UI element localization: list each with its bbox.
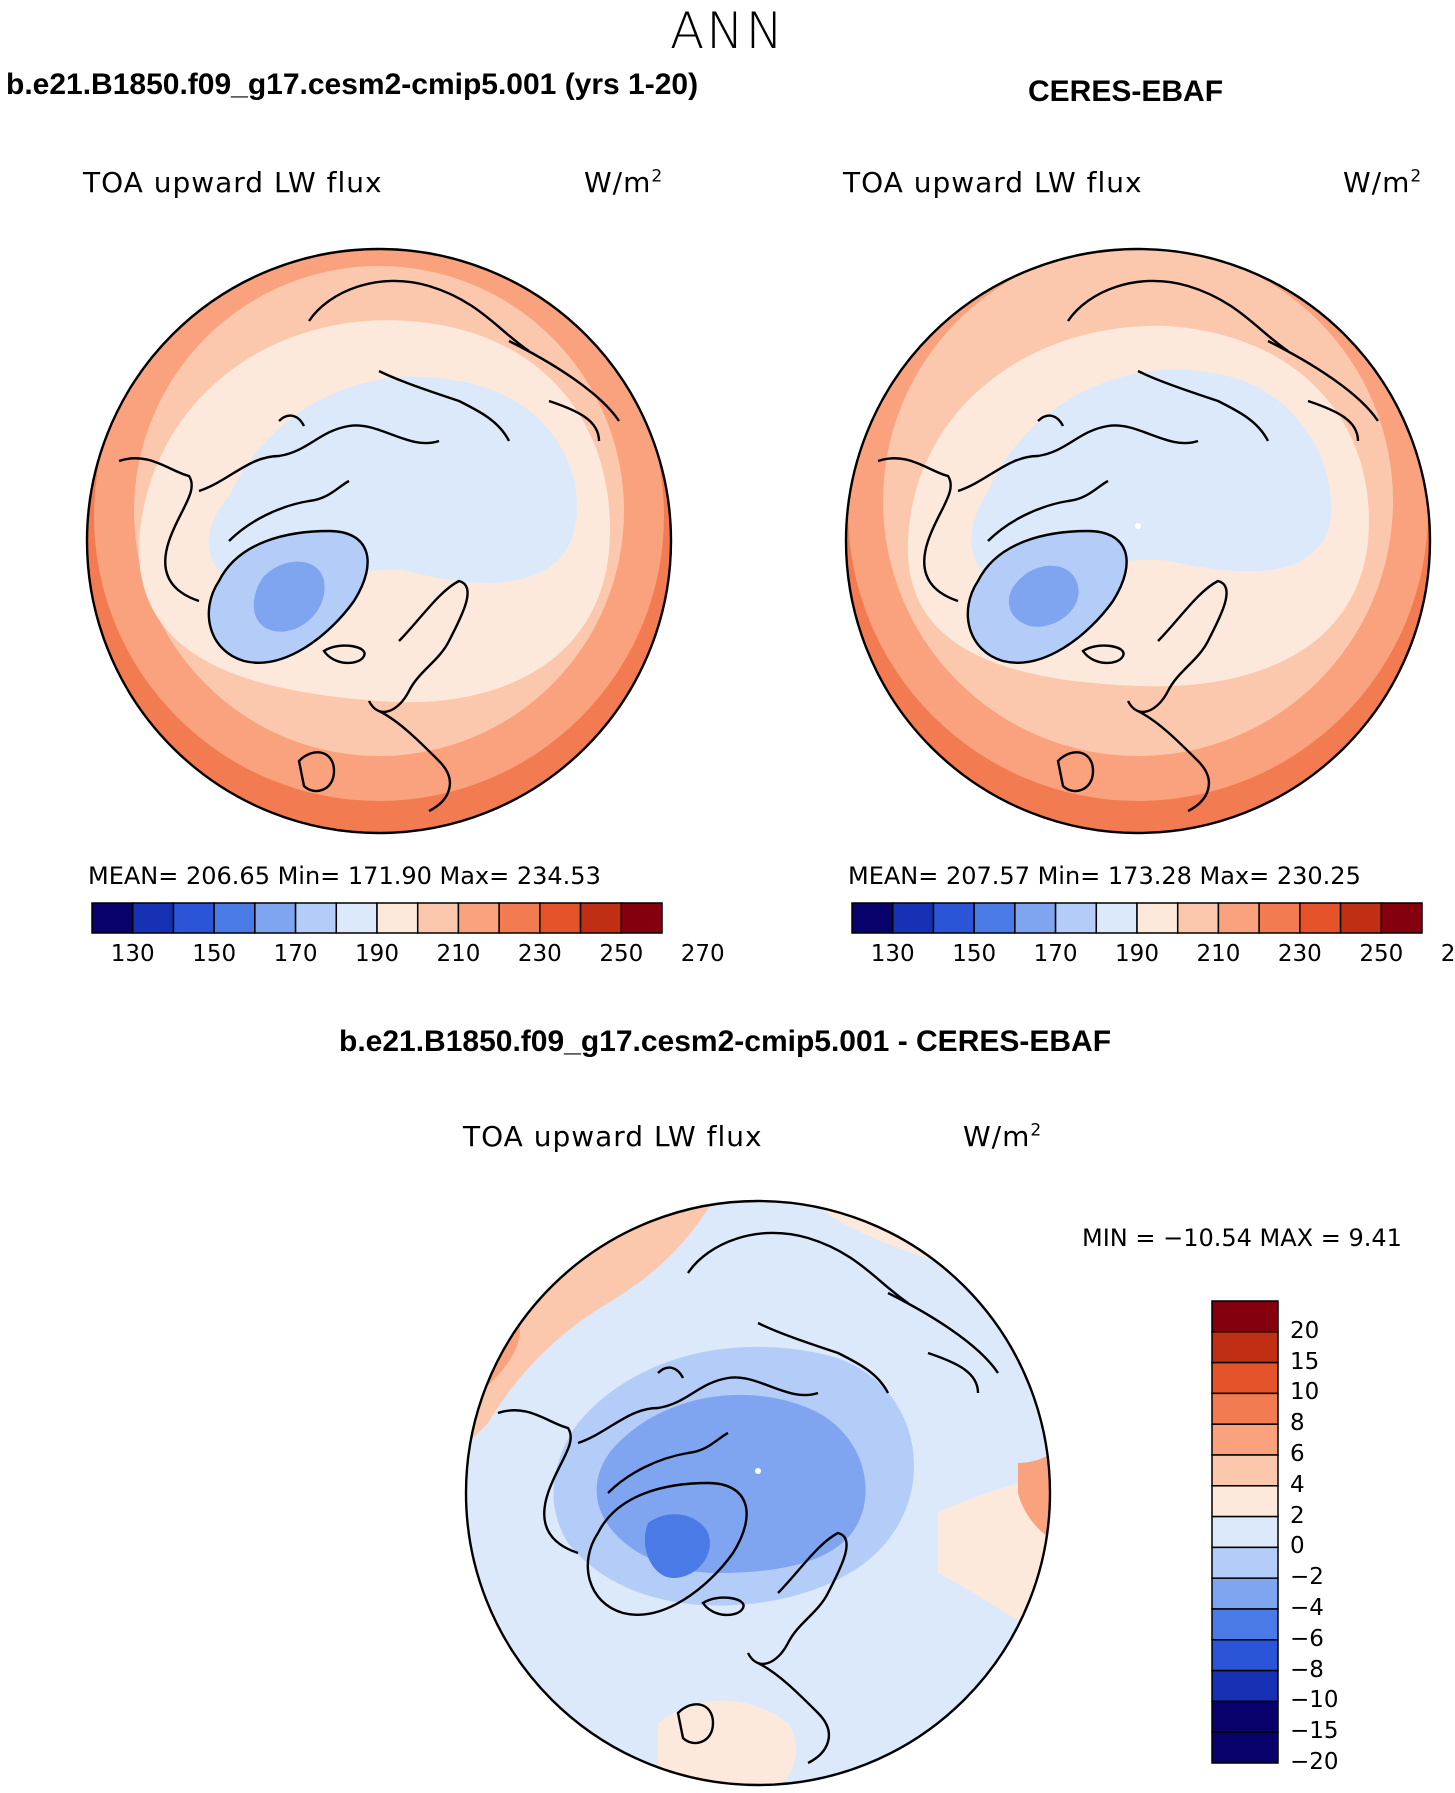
colorbar-tick-label: 130 [871,941,915,967]
colorbar-swatch [1259,903,1300,933]
colorbar-swatch [1212,1640,1278,1671]
colorbar-tick-label: 190 [355,941,399,967]
colorbar-swatch [1212,1671,1278,1702]
colorbar-swatch [974,903,1015,933]
colorbar-swatch [1178,903,1219,933]
colorbar-tick-label: 190 [1115,941,1159,967]
colorbar-swatch [1212,1517,1278,1548]
colorbar-swatch [1212,1424,1278,1455]
colorbar-swatch [1096,903,1137,933]
colorbar-tick-label: 250 [1359,941,1403,967]
colorbar-tick-label: 270 [1441,941,1455,967]
colorbar-swatch [133,903,174,933]
diff-polar-map [458,1193,1058,1793]
colorbar-swatch [621,903,662,933]
colorbar-swatch [852,903,893,933]
colorbar-tick-label: 150 [192,941,236,967]
colorbar-swatch [418,903,459,933]
obs-units-label: W/m2 [1343,166,1422,199]
colorbar-swatch [1212,1486,1278,1517]
colorbar-swatch [1300,903,1341,933]
colorbar-tick-label: −8 [1290,1657,1324,1683]
colorbar-swatch [1212,1732,1278,1763]
colorbar-swatch [377,903,418,933]
colorbar-swatch [1015,903,1056,933]
model-units-label: W/m2 [584,166,663,199]
diff-colorbar [1212,1301,1278,1763]
colorbar-swatch [214,903,255,933]
colorbar-swatch [1137,903,1178,933]
colorbar-swatch [1212,1578,1278,1609]
model-colorbar [92,903,662,933]
colorbar-swatch [933,903,974,933]
model-polar-map [79,241,679,841]
obs-polar-map [838,241,1438,841]
colorbar-swatch [458,903,499,933]
obs-stats-text: MEAN= 207.57 Min= 173.28 Max= 230.25 [848,862,1361,890]
colorbar-swatch [1341,903,1382,933]
colorbar-tick-label: −6 [1290,1626,1324,1652]
colorbar-swatch [893,903,934,933]
colorbar-tick-label: 15 [1290,1349,1319,1375]
colorbar-tick-label: 4 [1290,1472,1305,1498]
colorbar-swatch [1212,1301,1278,1332]
colorbar-swatch [1056,903,1097,933]
colorbar-swatch [1212,1455,1278,1486]
colorbar-swatch [499,903,540,933]
colorbar-tick-label: 6 [1290,1441,1305,1467]
colorbar-tick-label: −15 [1290,1718,1339,1744]
colorbar-swatch [1212,1363,1278,1394]
colorbar-swatch [336,903,377,933]
obs-case-title: CERES-EBAF [1028,75,1223,109]
colorbar-tick-label: 2 [1290,1503,1305,1529]
model-stats-text: MEAN= 206.65 Min= 171.90 Max= 234.53 [88,862,601,890]
colorbar-swatch [1212,1701,1278,1732]
colorbar-tick-label: 270 [681,941,725,967]
obs-variable-label: TOA upward LW flux [843,166,1143,199]
colorbar-swatch [92,903,133,933]
colorbar-tick-label: 250 [599,941,643,967]
diff-stats-text: MIN = −10.54 MAX = 9.41 [1082,1224,1402,1252]
colorbar-tick-label: 8 [1290,1410,1305,1436]
model-case-title: b.e21.B1850.f09_g17.cesm2-cmip5.001 (yrs… [6,68,698,102]
colorbar-tick-label: 230 [1278,941,1322,967]
colorbar-tick-label: 0 [1290,1533,1305,1559]
model-variable-label: TOA upward LW flux [83,166,383,199]
colorbar-tick-label: 210 [1196,941,1240,967]
colorbar-tick-label: 10 [1290,1379,1319,1405]
colorbar-tick-label: 170 [274,941,318,967]
obs-colorbar [852,903,1422,933]
colorbar-swatch [581,903,622,933]
colorbar-tick-label: 150 [952,941,996,967]
colorbar-swatch [1212,1547,1278,1578]
colorbar-swatch [255,903,296,933]
colorbar-tick-label: 230 [518,941,562,967]
season-label: ANN [0,2,1455,60]
obs-pole-point [1135,523,1141,529]
colorbar-tick-label: 170 [1034,941,1078,967]
colorbar-tick-label: −20 [1290,1749,1339,1775]
colorbar-tick-label: −2 [1290,1564,1324,1590]
colorbar-tick-label: 210 [436,941,480,967]
diff-units-label: W/m2 [963,1120,1042,1153]
colorbar-swatch [540,903,581,933]
colorbar-swatch [1218,903,1259,933]
colorbar-tick-label: 20 [1290,1318,1319,1344]
colorbar-swatch [1212,1609,1278,1640]
colorbar-tick-label: −4 [1290,1595,1324,1621]
colorbar-tick-label: −10 [1290,1687,1339,1713]
colorbar-swatch [1212,1332,1278,1363]
diff-case-title: b.e21.B1850.f09_g17.cesm2-cmip5.001 - CE… [339,1025,1111,1059]
colorbar-swatch [1381,903,1422,933]
colorbar-swatch [1212,1393,1278,1424]
colorbar-swatch [296,903,337,933]
colorbar-swatch [173,903,214,933]
colorbar-tick-label: 130 [111,941,155,967]
diff-pole-point [755,1468,761,1474]
diff-variable-label: TOA upward LW flux [463,1120,763,1153]
